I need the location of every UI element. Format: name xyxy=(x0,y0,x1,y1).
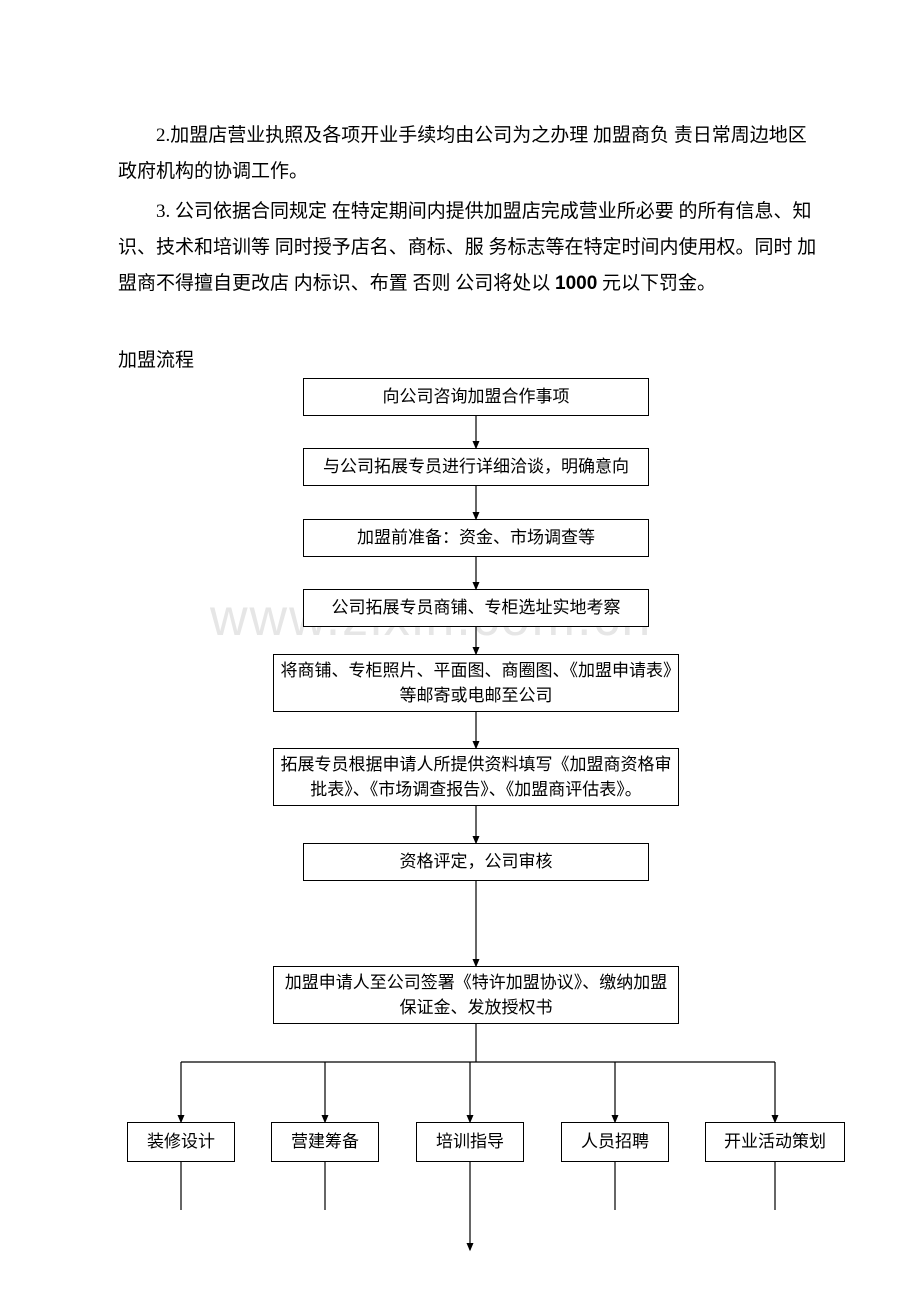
flow-heading: 加盟流程 xyxy=(118,343,194,379)
paragraph-2: 2.加盟店营业执照及各项开业手续均由公司为之办理 加盟商负 责日常周边地区政府机… xyxy=(118,118,820,190)
flow-node-n7: 资格评定，公司审核 xyxy=(303,843,649,881)
flow-node-b4: 人员招聘 xyxy=(561,1122,669,1162)
para2-bold: 1000 xyxy=(555,273,597,294)
flow-node-n3: 加盟前准备：资金、市场调查等 xyxy=(303,519,649,557)
flow-node-b5: 开业活动策划 xyxy=(705,1122,845,1162)
flow-node-b3: 培训指导 xyxy=(416,1122,524,1162)
para2b: 元以下罚金。 xyxy=(597,273,716,294)
flow-node-n6: 拓展专员根据申请人所提供资料填写《加盟商资格审批表》、《市场调查报告》、《加盟商… xyxy=(273,748,679,806)
flow-node-n2: 与公司拓展专员进行详细洽谈，明确意向 xyxy=(303,448,649,486)
flow-node-n8: 加盟申请人至公司签署《特许加盟协议》、缴纳加盟保证金、发放授权书 xyxy=(273,966,679,1024)
flow-node-n5: 将商铺、专柜照片、平面图、商圈图、《加盟申请表》等邮寄或电邮至公司 xyxy=(273,654,679,712)
flow-node-n4: 公司拓展专员商铺、专柜选址实地考察 xyxy=(303,589,649,627)
para1-text: 2.加盟店营业执照及各项开业手续均由公司为之办理 加盟商负 责日常周边地区政府机… xyxy=(118,125,807,182)
flow-node-n1: 向公司咨询加盟合作事项 xyxy=(303,378,649,416)
paragraph-3: 3. 公司依据合同规定 在特定期间内提供加盟店完成营业所必要 的所有信息、知识、… xyxy=(118,194,820,302)
page: www.zixin.com.cn 2.加盟店营业执照及各项开业手续均由公司为之办… xyxy=(0,0,920,1302)
flow-node-b1: 装修设计 xyxy=(127,1122,235,1162)
flow-node-b2: 营建筹备 xyxy=(271,1122,379,1162)
